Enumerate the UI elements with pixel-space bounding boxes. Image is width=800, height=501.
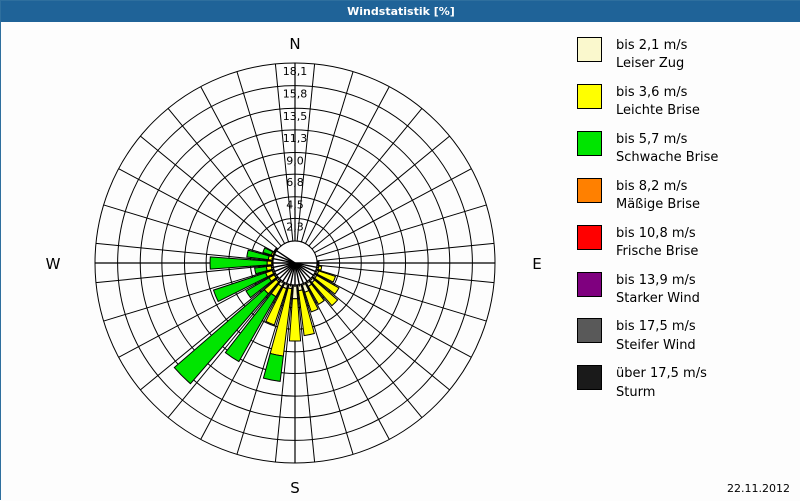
window-titlebar: Windstatistik [%] — [1, 1, 800, 22]
compass-label-south: S — [290, 479, 300, 497]
legend-item: bis 13,9 m/s Starker Wind — [577, 271, 795, 309]
hub-tick — [294, 262, 316, 277]
wind-petal-segment — [291, 284, 299, 300]
compass-label-north: N — [289, 35, 300, 53]
wind-petal-segment — [209, 256, 268, 270]
legend-speed-label: bis 13,9 m/s — [616, 272, 696, 288]
compass-label-east: E — [532, 255, 541, 273]
wind-petal-segment — [307, 283, 325, 306]
legend-label: bis 5,7 m/s Schwache Brise — [616, 131, 718, 168]
wind-petal-segment — [173, 288, 270, 385]
legend-color-swatch — [577, 130, 602, 156]
hub-tick — [274, 262, 296, 277]
legend-name-label: Frische Brise — [616, 244, 699, 260]
legend-name-label: Sturm — [616, 384, 656, 400]
wind-petals — [173, 240, 340, 385]
wind-petal-segment — [262, 352, 284, 382]
legend-speed-label: bis 8,2 m/s — [616, 178, 688, 194]
radial-tick-label: 4,5 — [286, 199, 304, 212]
hub-tick — [274, 249, 296, 264]
legend-item: bis 8,2 m/s Mäßige Brise — [577, 177, 795, 215]
wind-petal-segment — [246, 249, 270, 261]
radial-tick-label: 6,8 — [286, 176, 304, 189]
legend: bis 2,1 m/s Leiser Zug bis 3,6 m/s Leichte … — [577, 37, 795, 412]
legend-label: bis 13,9 m/s Starker Wind — [616, 272, 700, 309]
wind-petal-segment — [212, 272, 269, 303]
hub-tick — [294, 262, 313, 281]
radial-tick-label: 9,0 — [286, 154, 304, 167]
window-title: Windstatistik [%] — [347, 5, 455, 18]
legend-speed-label: bis 3,6 m/s — [616, 84, 688, 100]
legend-label: bis 3,6 m/s Leichte Brise — [616, 84, 700, 121]
chart-labels: 2,3 4,5 6,8 9,0 11,3 13,5 15,8 18,1 N S W E — [46, 35, 542, 497]
legend-color-swatch — [577, 37, 602, 62]
date-stamp: 22.11.2012 — [727, 482, 790, 495]
legend-name-label: Schwache Brise — [616, 150, 719, 166]
hub-tick — [294, 262, 301, 287]
legend-label: bis 17,5 m/s Steifer Wind — [616, 318, 696, 355]
radial-tick-label: 11,3 — [283, 132, 308, 145]
legend-item: bis 10,8 m/s Frische Brise — [577, 224, 795, 262]
legend-name-label: Mäßige Brise — [616, 197, 701, 213]
legend-label: über 17,5 m/s Sturm — [616, 365, 707, 402]
wind-petal-segment — [311, 279, 339, 307]
hub-tick — [294, 262, 309, 284]
hub-tick — [294, 262, 319, 269]
hub-tick — [289, 262, 296, 287]
wind-petal-segment — [224, 292, 277, 363]
hub-tick — [277, 262, 296, 281]
wind-petal-segment — [313, 274, 340, 295]
legend-name-label: Steifer Wind — [616, 337, 696, 353]
compass-label-west: W — [46, 255, 61, 273]
hub-tick — [271, 257, 296, 264]
hub-tick — [285, 262, 296, 286]
legend-item: bis 17,5 m/s Steifer Wind — [577, 318, 795, 355]
windrose-plot-area: 2,3 4,5 6,8 9,0 11,3 13,5 15,8 18,1 N S W E — [1, 22, 800, 501]
legend-item: bis 3,6 m/s Leichte Brise — [577, 83, 795, 121]
wind-petal-segment — [245, 277, 273, 299]
legend-speed-label: bis 2,1 m/s — [616, 38, 688, 53]
legend-color-swatch — [577, 177, 602, 203]
hub-tick — [272, 253, 296, 264]
hub-tick — [272, 262, 296, 273]
wind-petal-segment — [265, 286, 288, 326]
legend-label: bis 2,1 m/s Leiser Zug — [616, 37, 687, 74]
legend-speed-label: bis 17,5 m/s — [616, 319, 696, 335]
legend-color-swatch — [577, 318, 602, 344]
wind-petal-segment — [316, 270, 337, 283]
legend-speed-label: bis 10,8 m/s — [616, 225, 696, 241]
legend-item: über 17,5 m/s Sturm — [577, 365, 795, 402]
wind-petal-segment — [317, 265, 323, 271]
windrose-chart: 2,3 4,5 6,8 9,0 11,3 13,5 15,8 18,1 N S W E — [46, 35, 542, 497]
legend-item: bis 5,7 m/s Schwache Brise — [577, 130, 795, 168]
legend-speed-label: über 17,5 m/s — [616, 366, 707, 382]
wind-petal-segment — [288, 298, 302, 342]
legend-item: bis 2,1 m/s Leiser Zug — [577, 37, 795, 74]
radial-tick-label: 13,5 — [283, 110, 308, 123]
wind-petal-segment — [304, 289, 319, 313]
legend-label: bis 8,2 m/s Mäßige Brise — [616, 178, 700, 215]
wind-petal-segment — [297, 289, 315, 337]
legend-name-label: Leiser Zug — [616, 56, 685, 72]
legend-name-label: Leichte Brise — [616, 103, 700, 119]
legend-color-swatch — [577, 365, 602, 391]
radial-tick-label: 18,1 — [283, 65, 308, 78]
hub-tick — [294, 262, 305, 286]
legend-speed-label: bis 5,7 m/s — [616, 131, 688, 147]
legend-name-label: Starker Wind — [616, 290, 700, 306]
wind-petal-segment — [254, 266, 268, 275]
legend-color-swatch — [577, 83, 602, 109]
legend-color-swatch — [577, 224, 602, 250]
wind-petal-segment — [262, 247, 274, 256]
legend-label: bis 10,8 m/s Frische Brise — [616, 225, 698, 262]
legend-color-swatch — [577, 271, 602, 297]
radial-tick-label: 15,8 — [283, 88, 308, 101]
hub-tick — [294, 262, 318, 273]
hub-tick — [281, 262, 296, 284]
radial-tick-label: 2,3 — [286, 220, 304, 233]
polar-grid — [94, 62, 496, 464]
hub-tick — [271, 262, 296, 269]
